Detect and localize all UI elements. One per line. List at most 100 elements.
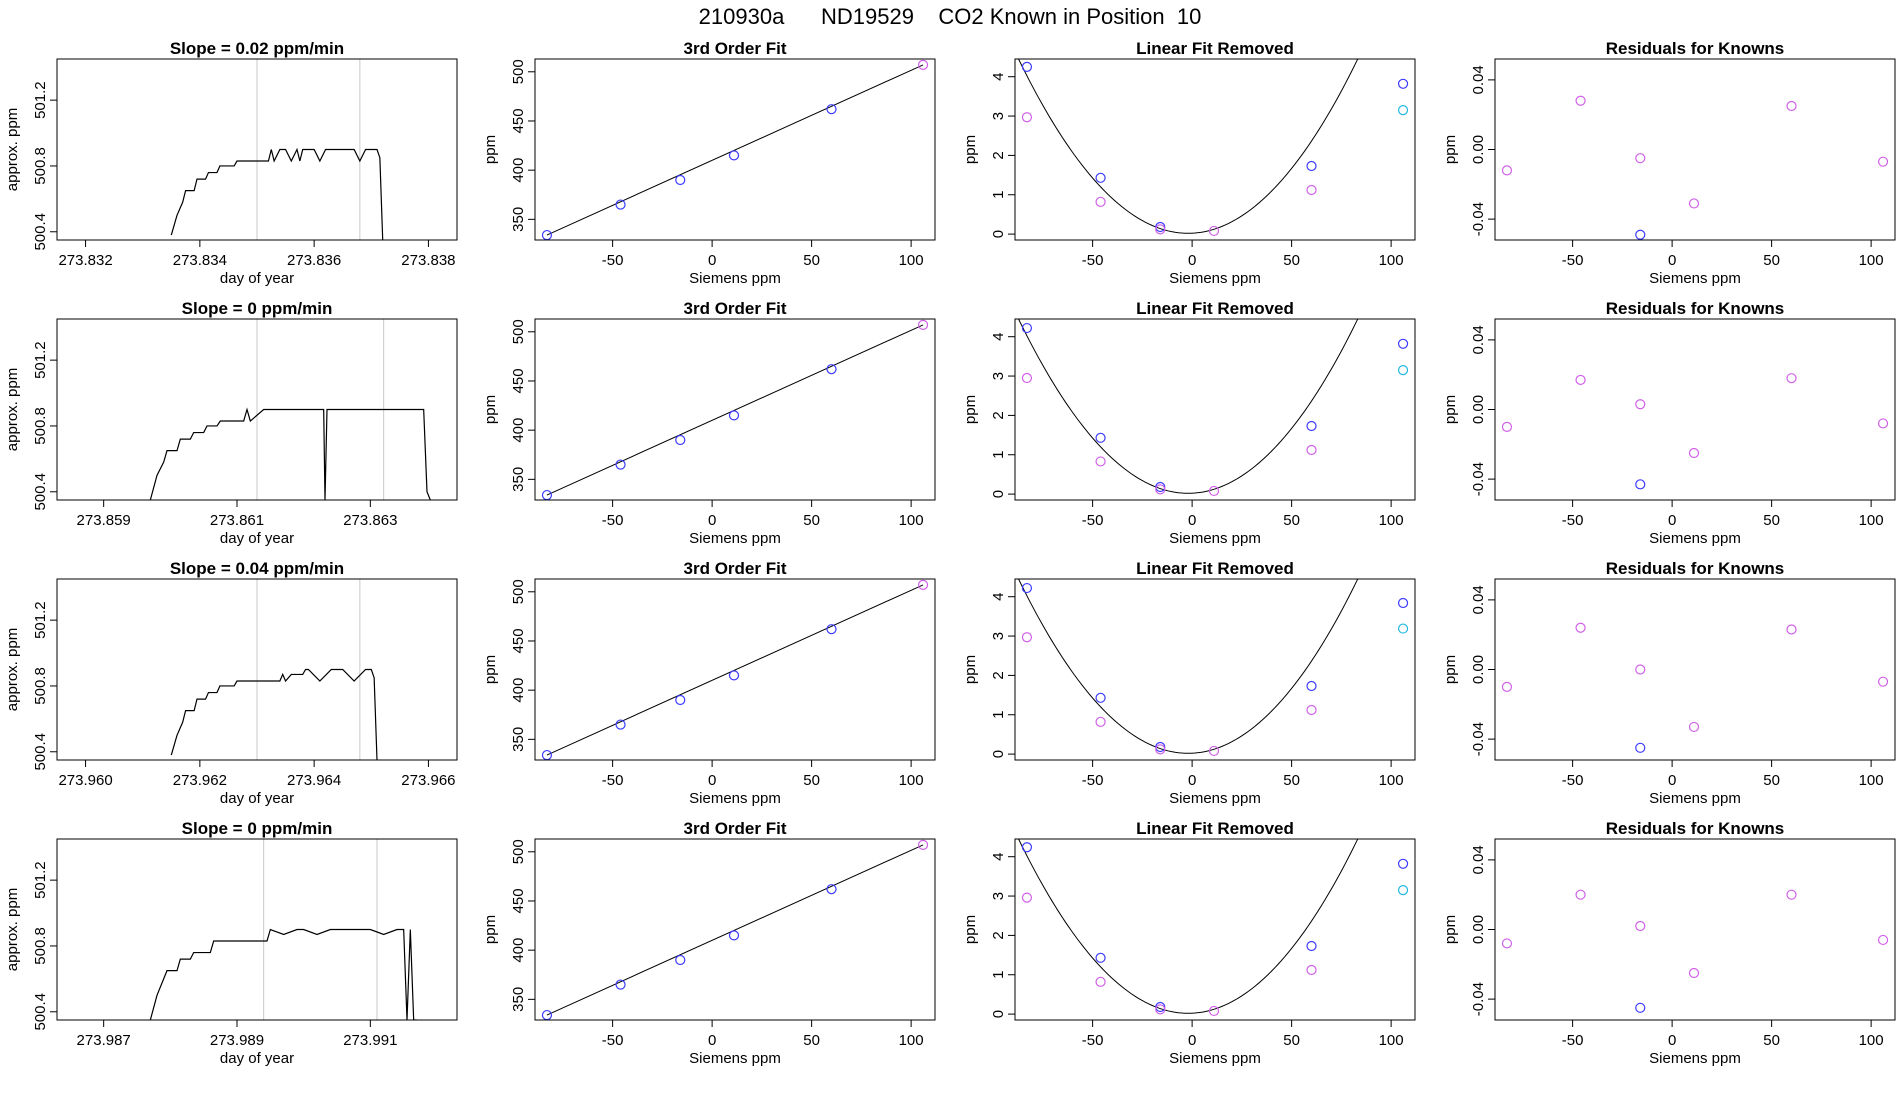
x-tick-label: 273.987 bbox=[77, 1032, 131, 1049]
data-point bbox=[541, 489, 553, 500]
data-point bbox=[1877, 156, 1889, 167]
x-tick-label: 50 bbox=[803, 512, 820, 529]
panel-title: Residuals for Knowns bbox=[1606, 39, 1785, 58]
y-axis-label: ppm bbox=[482, 915, 499, 944]
plot-area bbox=[1017, 59, 1409, 237]
data-point bbox=[1501, 421, 1513, 433]
x-tick-label: 273.859 bbox=[77, 512, 131, 529]
x-tick-label: 273.960 bbox=[58, 772, 112, 789]
x-tick-label: 50 bbox=[1763, 512, 1780, 529]
data-point bbox=[1501, 165, 1513, 176]
y-tick-label: 4 bbox=[990, 333, 1007, 341]
panel-trace-r1: Slope = 0 ppm/min 273.859 273.861 273.863 50… bbox=[4, 299, 458, 547]
y-tick-label: 0.04 bbox=[1470, 325, 1487, 354]
y-axis-label: approx. ppm bbox=[4, 628, 21, 711]
data-point bbox=[1095, 952, 1106, 963]
y-tick-label: 3 bbox=[990, 892, 1007, 900]
panel-fit-r1: 3rd Order Fit -50 0 50 100 350 400 450 500 Siemen… bbox=[482, 299, 936, 547]
plot-frame bbox=[1014, 318, 1416, 501]
x-tick-label: 0 bbox=[1188, 512, 1196, 529]
data-point bbox=[826, 884, 837, 895]
fit-curve bbox=[1017, 319, 1359, 494]
x-tick-label: 0 bbox=[1668, 252, 1676, 269]
data-point bbox=[1688, 198, 1700, 209]
y-tick-label: 500 bbox=[510, 59, 527, 84]
x-tick-label: 0 bbox=[708, 512, 716, 529]
y-axis-label: ppm bbox=[1442, 655, 1459, 684]
fit-line bbox=[546, 324, 924, 496]
data-point bbox=[1397, 597, 1409, 609]
data-point bbox=[1575, 622, 1586, 633]
x-tick-label: 100 bbox=[1859, 252, 1884, 269]
y-tick-label: 4 bbox=[990, 73, 1007, 81]
x-tick-label: 273.832 bbox=[58, 252, 112, 269]
plot-frame bbox=[56, 318, 458, 501]
panel-title: Slope = 0 ppm/min bbox=[182, 299, 333, 318]
trace-line bbox=[149, 928, 417, 1020]
panel-title: 3rd Order Fit bbox=[684, 559, 787, 578]
y-tick-label: 501.2 bbox=[32, 341, 49, 379]
panel-title: Slope = 0 ppm/min bbox=[182, 819, 333, 838]
y-tick-label: 400 bbox=[510, 938, 527, 963]
plot-frame bbox=[1014, 578, 1416, 761]
x-tick-label: 50 bbox=[1283, 772, 1300, 789]
plot-frame bbox=[56, 838, 458, 1021]
x-axis-label: Siemens ppm bbox=[689, 790, 781, 807]
data-point bbox=[1021, 632, 1033, 643]
y-tick-label: -0.04 bbox=[1470, 722, 1487, 756]
x-axis-label: Siemens ppm bbox=[1649, 530, 1741, 547]
plot-area bbox=[541, 579, 929, 760]
y-tick-label: 400 bbox=[510, 678, 527, 703]
fit-curve bbox=[1017, 579, 1359, 754]
y-tick-label: 2 bbox=[990, 151, 1007, 159]
data-point bbox=[728, 670, 740, 681]
page-title: 210930a ND19529 CO2 Known in Position 10 bbox=[698, 4, 1202, 29]
y-axis-label: ppm bbox=[1442, 395, 1459, 424]
data-point bbox=[1208, 485, 1220, 497]
data-point bbox=[1786, 373, 1797, 384]
x-tick-label: -50 bbox=[1082, 772, 1104, 789]
data-point bbox=[917, 579, 929, 591]
data-point bbox=[1397, 858, 1409, 869]
x-tick-label: 50 bbox=[1283, 252, 1300, 269]
x-tick-label: 273.836 bbox=[287, 252, 341, 269]
data-point bbox=[1306, 680, 1317, 692]
x-axis-label: Siemens ppm bbox=[1169, 530, 1261, 547]
x-axis-label: Siemens ppm bbox=[689, 270, 781, 287]
x-axis-label: Siemens ppm bbox=[1649, 790, 1741, 807]
data-point bbox=[1021, 892, 1033, 903]
plot-area bbox=[541, 59, 929, 240]
panel-trace-r0: Slope = 0.02 ppm/min 273.832 273.834 273.83… bbox=[4, 39, 458, 287]
x-tick-label: 273.863 bbox=[343, 512, 397, 529]
data-point bbox=[826, 104, 837, 115]
x-axis-label: Siemens ppm bbox=[1649, 1050, 1741, 1067]
fit-line bbox=[546, 584, 924, 756]
panel-title: 3rd Order Fit bbox=[684, 299, 787, 318]
data-point bbox=[1155, 484, 1166, 495]
y-tick-label: 0 bbox=[990, 1010, 1007, 1018]
y-axis-label: ppm bbox=[962, 395, 979, 424]
x-tick-label: 273.962 bbox=[173, 772, 227, 789]
y-tick-label: 3 bbox=[990, 112, 1007, 120]
plot-area bbox=[1501, 373, 1889, 490]
plot-frame bbox=[1014, 838, 1416, 1021]
panel-resid-r3: Residuals for Knowns -50 0 50 100 -0.04 0.00 0.… bbox=[1442, 819, 1896, 1067]
y-axis-label: ppm bbox=[1442, 915, 1459, 944]
x-axis-label: Siemens ppm bbox=[1649, 270, 1741, 287]
plot-area bbox=[170, 59, 384, 240]
y-tick-label: 350 bbox=[510, 987, 527, 1012]
y-axis-label: approx. ppm bbox=[4, 888, 21, 971]
panel-resid-r0: Residuals for Knowns -50 0 50 100 -0.04 0.00 0.… bbox=[1442, 39, 1896, 287]
data-point bbox=[615, 199, 626, 210]
y-tick-label: 450 bbox=[510, 888, 527, 913]
panel-fit-r3: 3rd Order Fit -50 0 50 100 350 400 450 500 Siemen… bbox=[482, 819, 936, 1067]
data-point bbox=[1095, 976, 1106, 987]
data-point bbox=[917, 59, 929, 71]
y-tick-label: 4 bbox=[990, 593, 1007, 601]
x-tick-label: 50 bbox=[1763, 772, 1780, 789]
y-tick-label: 0.04 bbox=[1470, 65, 1487, 94]
y-tick-label: 500.8 bbox=[32, 667, 49, 705]
x-tick-label: 0 bbox=[1668, 512, 1676, 529]
x-tick-label: 0 bbox=[708, 252, 716, 269]
y-tick-label: 2 bbox=[990, 671, 1007, 679]
